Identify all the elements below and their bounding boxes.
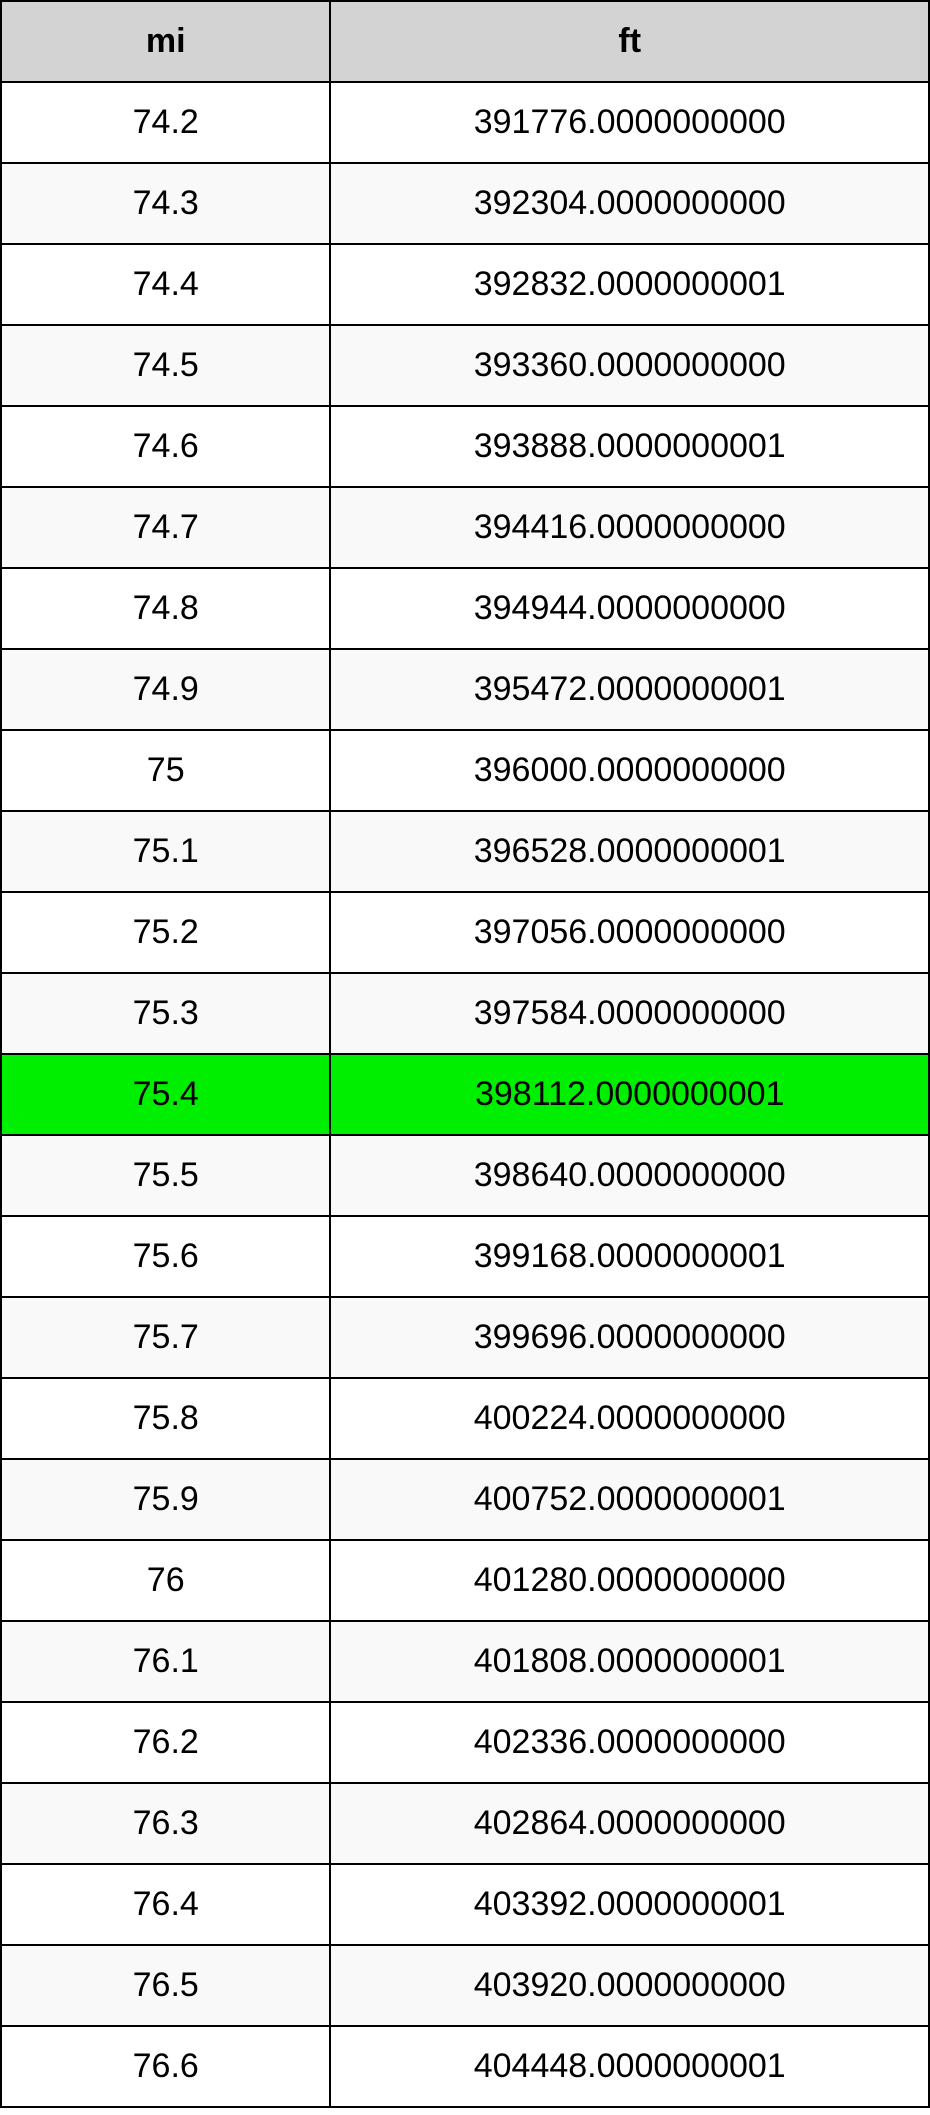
column-header-mi: mi: [1, 1, 330, 82]
table-row: 75.8400224.0000000000: [1, 1378, 929, 1459]
table-row: 74.4392832.0000000001: [1, 244, 929, 325]
cell-ft: 398640.0000000000: [330, 1135, 929, 1216]
cell-ft: 402336.0000000000: [330, 1702, 929, 1783]
cell-mi: 76.2: [1, 1702, 330, 1783]
cell-ft: 403920.0000000000: [330, 1945, 929, 2026]
cell-ft: 391776.0000000000: [330, 82, 929, 163]
cell-mi: 76.5: [1, 1945, 330, 2026]
cell-ft: 394416.0000000000: [330, 487, 929, 568]
table-row: 74.5393360.0000000000: [1, 325, 929, 406]
table-row: 76.5403920.0000000000: [1, 1945, 929, 2026]
table-row: 75396000.0000000000: [1, 730, 929, 811]
table-row: 76.4403392.0000000001: [1, 1864, 929, 1945]
table-row: 74.9395472.0000000001: [1, 649, 929, 730]
cell-ft: 393360.0000000000: [330, 325, 929, 406]
cell-ft: 399168.0000000001: [330, 1216, 929, 1297]
table-row: 76.6404448.0000000001: [1, 2026, 929, 2107]
table-row: 75.7399696.0000000000: [1, 1297, 929, 1378]
table-row: 75.3397584.0000000000: [1, 973, 929, 1054]
conversion-table: mi ft 74.2391776.000000000074.3392304.00…: [0, 0, 930, 2108]
table-row: 75.1396528.0000000001: [1, 811, 929, 892]
table-row: 76.3402864.0000000000: [1, 1783, 929, 1864]
cell-ft: 396528.0000000001: [330, 811, 929, 892]
table-row: 74.7394416.0000000000: [1, 487, 929, 568]
cell-ft: 403392.0000000001: [330, 1864, 929, 1945]
cell-mi: 76.3: [1, 1783, 330, 1864]
cell-ft: 399696.0000000000: [330, 1297, 929, 1378]
cell-ft: 393888.0000000001: [330, 406, 929, 487]
cell-mi: 74.6: [1, 406, 330, 487]
cell-ft: 401280.0000000000: [330, 1540, 929, 1621]
table-row: 75.4398112.0000000001: [1, 1054, 929, 1135]
cell-mi: 74.4: [1, 244, 330, 325]
cell-ft: 395472.0000000001: [330, 649, 929, 730]
cell-ft: 392832.0000000001: [330, 244, 929, 325]
table-row: 75.9400752.0000000001: [1, 1459, 929, 1540]
cell-ft: 402864.0000000000: [330, 1783, 929, 1864]
cell-mi: 75.4: [1, 1054, 330, 1135]
cell-mi: 74.2: [1, 82, 330, 163]
cell-mi: 75.6: [1, 1216, 330, 1297]
cell-ft: 397584.0000000000: [330, 973, 929, 1054]
cell-ft: 404448.0000000001: [330, 2026, 929, 2107]
table-row: 75.6399168.0000000001: [1, 1216, 929, 1297]
table-row: 75.5398640.0000000000: [1, 1135, 929, 1216]
table-header-row: mi ft: [1, 1, 929, 82]
cell-mi: 74.7: [1, 487, 330, 568]
table-row: 76.1401808.0000000001: [1, 1621, 929, 1702]
cell-ft: 400752.0000000001: [330, 1459, 929, 1540]
cell-mi: 76.1: [1, 1621, 330, 1702]
table-row: 74.6393888.0000000001: [1, 406, 929, 487]
cell-ft: 400224.0000000000: [330, 1378, 929, 1459]
cell-ft: 396000.0000000000: [330, 730, 929, 811]
cell-ft: 398112.0000000001: [330, 1054, 929, 1135]
table-row: 76401280.0000000000: [1, 1540, 929, 1621]
cell-mi: 76.4: [1, 1864, 330, 1945]
cell-ft: 392304.0000000000: [330, 163, 929, 244]
table-body: 74.2391776.000000000074.3392304.00000000…: [1, 82, 929, 2107]
cell-mi: 75.5: [1, 1135, 330, 1216]
table-row: 76.2402336.0000000000: [1, 1702, 929, 1783]
cell-mi: 75.3: [1, 973, 330, 1054]
table-row: 74.2391776.0000000000: [1, 82, 929, 163]
table-row: 74.8394944.0000000000: [1, 568, 929, 649]
cell-ft: 397056.0000000000: [330, 892, 929, 973]
cell-mi: 74.3: [1, 163, 330, 244]
cell-mi: 74.5: [1, 325, 330, 406]
table-row: 75.2397056.0000000000: [1, 892, 929, 973]
cell-ft: 401808.0000000001: [330, 1621, 929, 1702]
cell-mi: 76: [1, 1540, 330, 1621]
table-row: 74.3392304.0000000000: [1, 163, 929, 244]
cell-ft: 394944.0000000000: [330, 568, 929, 649]
cell-mi: 74.9: [1, 649, 330, 730]
cell-mi: 75.1: [1, 811, 330, 892]
column-header-ft: ft: [330, 1, 929, 82]
cell-mi: 75: [1, 730, 330, 811]
cell-mi: 74.8: [1, 568, 330, 649]
cell-mi: 76.6: [1, 2026, 330, 2107]
cell-mi: 75.8: [1, 1378, 330, 1459]
cell-mi: 75.7: [1, 1297, 330, 1378]
cell-mi: 75.9: [1, 1459, 330, 1540]
cell-mi: 75.2: [1, 892, 330, 973]
